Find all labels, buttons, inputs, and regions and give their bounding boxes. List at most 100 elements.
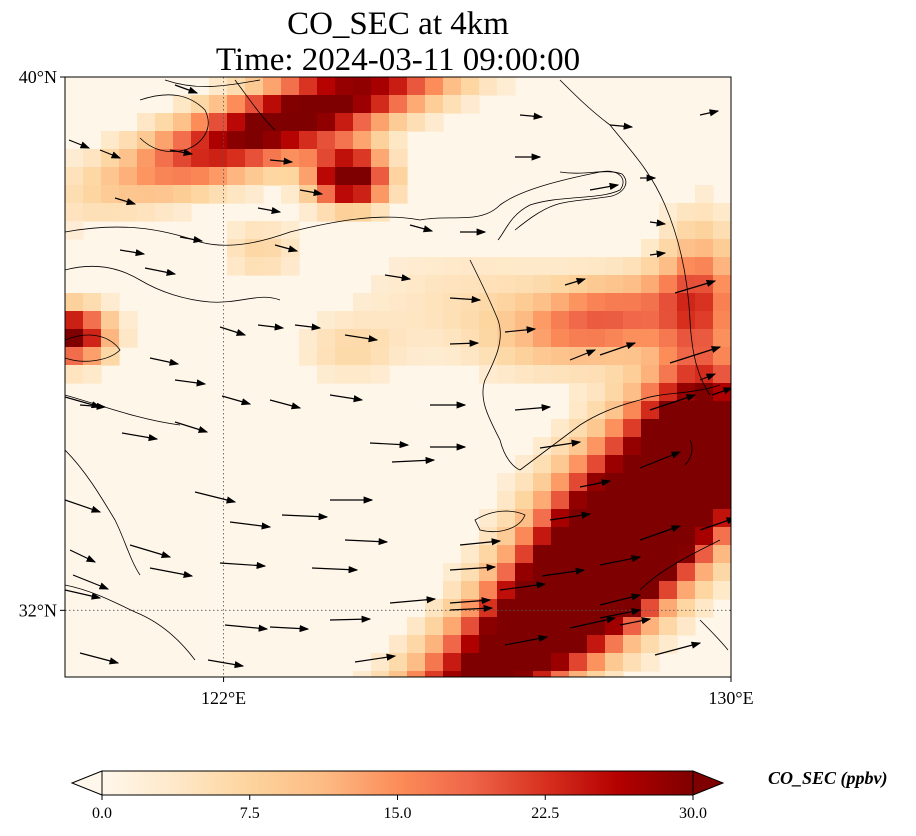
- co-cell: [677, 581, 696, 600]
- co-cell: [605, 455, 624, 474]
- co-cell: [641, 491, 660, 510]
- co-cell: [515, 347, 534, 366]
- co-cell: [443, 635, 462, 654]
- coastline-segment: [139, 94, 209, 153]
- co-cell: [119, 329, 138, 348]
- coastline-segment: [684, 439, 693, 466]
- co-cell: [119, 149, 138, 168]
- co-cell: [551, 419, 570, 438]
- co-cell: [569, 509, 588, 528]
- co-cell: [533, 527, 552, 546]
- co-cell: [119, 311, 138, 330]
- co-cell: [605, 275, 624, 294]
- co-cell: [83, 293, 102, 312]
- co-cell: [299, 203, 318, 222]
- co-cell: [263, 257, 282, 276]
- co-cell: [443, 617, 462, 636]
- co-cell: [497, 653, 516, 672]
- co-cell: [641, 473, 660, 492]
- co-cell: [65, 329, 84, 348]
- wind-vector: [274, 244, 299, 253]
- co-cell: [335, 311, 354, 330]
- co-cell: [245, 185, 264, 204]
- co-cell: [353, 347, 372, 366]
- co-cell: [533, 437, 552, 456]
- co-cell: [479, 509, 498, 528]
- co-cell: [587, 617, 606, 636]
- co-cell: [695, 419, 714, 438]
- co-cell: [371, 131, 390, 150]
- co-cell: [605, 293, 624, 312]
- co-cell: [65, 311, 84, 330]
- co-cell: [407, 311, 426, 330]
- co-cell: [569, 473, 588, 492]
- co-cell: [659, 347, 678, 366]
- co-cell: [587, 419, 606, 438]
- co-cell: [569, 311, 588, 330]
- co-cell: [533, 455, 552, 474]
- co-cell: [587, 347, 606, 366]
- co-cell: [497, 599, 516, 618]
- co-cell: [659, 599, 678, 618]
- co-cell: [245, 167, 264, 186]
- co-cell: [695, 365, 714, 384]
- co-cell: [677, 563, 696, 582]
- wind-vector: [69, 549, 97, 563]
- colorbar-extend-min: [70, 770, 103, 796]
- co-cell: [335, 329, 354, 348]
- co-cell: [587, 563, 606, 582]
- co-cell: [713, 473, 731, 492]
- co-cell: [677, 347, 696, 366]
- co-cell: [641, 635, 660, 654]
- co-cell: [605, 311, 624, 330]
- co-cell: [659, 365, 678, 384]
- co-cell: [587, 275, 606, 294]
- co-cell: [461, 329, 480, 348]
- map-panel: [65, 77, 731, 677]
- co-cell: [407, 257, 426, 276]
- co-cell: [515, 329, 534, 348]
- wind-vector: [569, 349, 597, 361]
- co-cell: [371, 671, 390, 677]
- co-cell: [101, 131, 120, 150]
- wind-vector: [329, 615, 372, 623]
- co-cell: [227, 149, 246, 168]
- co-cell: [371, 95, 390, 114]
- co-cell: [695, 257, 714, 276]
- co-cell: [443, 311, 462, 330]
- co-cell: [713, 365, 731, 384]
- co-cell: [623, 617, 642, 636]
- wind-vector: [504, 635, 549, 646]
- wind-vector: [129, 544, 172, 559]
- co-cell: [569, 581, 588, 600]
- wind-vector: [79, 652, 120, 665]
- wind-vector: [174, 421, 209, 433]
- co-cell: [533, 599, 552, 618]
- co-cell: [245, 239, 264, 258]
- co-cell: [533, 545, 552, 564]
- wind-vector: [329, 394, 364, 403]
- co-cell: [677, 599, 696, 618]
- wind-vector: [119, 249, 146, 257]
- map-title-line1: CO_SEC at 4km: [287, 6, 509, 42]
- co-cell: [587, 671, 606, 677]
- co-cell: [641, 275, 660, 294]
- co-cell: [425, 671, 444, 677]
- wind-vector: [174, 84, 199, 94]
- co-cell: [191, 113, 210, 132]
- co-cell: [335, 185, 354, 204]
- co-cell: [137, 131, 156, 150]
- co-cell: [227, 167, 246, 186]
- gridline-layer: [65, 77, 731, 677]
- co-cell: [677, 473, 696, 492]
- co-cell: [461, 545, 480, 564]
- co-cell: [389, 635, 408, 654]
- co-cell: [371, 293, 390, 312]
- co-cell: [533, 509, 552, 528]
- wind-vector: [65, 499, 102, 513]
- co-cell: [281, 185, 300, 204]
- coastline-segment: [65, 170, 624, 246]
- wind-vector: [221, 395, 252, 406]
- co-cell: [551, 257, 570, 276]
- co-cell: [587, 653, 606, 672]
